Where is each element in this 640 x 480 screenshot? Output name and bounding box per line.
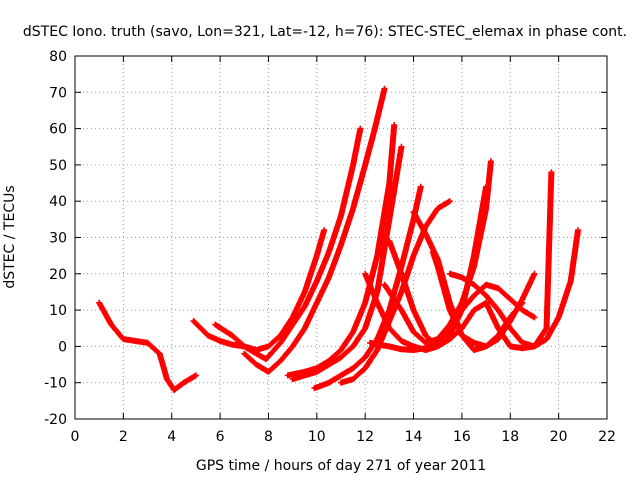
y-tick-label: 80 xyxy=(49,49,67,65)
y-tick-label: -20 xyxy=(44,412,67,428)
x-tick-label: 8 xyxy=(264,429,273,445)
y-tick-label: 10 xyxy=(49,303,67,319)
series-markers xyxy=(96,85,581,393)
y-axis-label: dSTEC / TECUs xyxy=(2,185,18,288)
x-tick-label: 0 xyxy=(71,429,80,445)
x-tick-label: 22 xyxy=(598,429,616,445)
x-tick-label: 16 xyxy=(453,429,471,445)
y-tick-label: 20 xyxy=(49,267,67,283)
data-markers xyxy=(96,85,581,393)
x-tick-label: 20 xyxy=(550,429,568,445)
grid xyxy=(75,56,607,419)
x-tick-label: 12 xyxy=(356,429,374,445)
x-tick-labels: 0 2 4 6 8 10 12 14 16 18 20 22 xyxy=(71,429,616,445)
x-axis-label: GPS time / hours of day 271 of year 2011 xyxy=(196,458,486,474)
x-tick-label: 2 xyxy=(119,429,128,445)
y-tick-label: 60 xyxy=(49,122,67,138)
chart-title: dSTEC Iono. truth (savo, Lon=321, Lat=-1… xyxy=(23,24,627,40)
y-tick-label: -10 xyxy=(44,376,67,392)
x-tick-label: 4 xyxy=(167,429,176,445)
y-tick-labels: -20 -10 0 10 20 30 40 50 60 70 80 xyxy=(44,49,67,428)
x-tick-label: 18 xyxy=(501,429,519,445)
y-tick-label: 30 xyxy=(49,231,67,247)
y-tick-label: 0 xyxy=(58,339,67,355)
y-tick-label: 70 xyxy=(49,85,67,101)
y-tick-label: 50 xyxy=(49,158,67,174)
y-tick-label: 40 xyxy=(49,194,67,210)
x-tick-label: 10 xyxy=(308,429,326,445)
axis-ticks xyxy=(74,55,608,420)
x-tick-label: 14 xyxy=(405,429,423,445)
x-tick-label: 6 xyxy=(216,429,225,445)
